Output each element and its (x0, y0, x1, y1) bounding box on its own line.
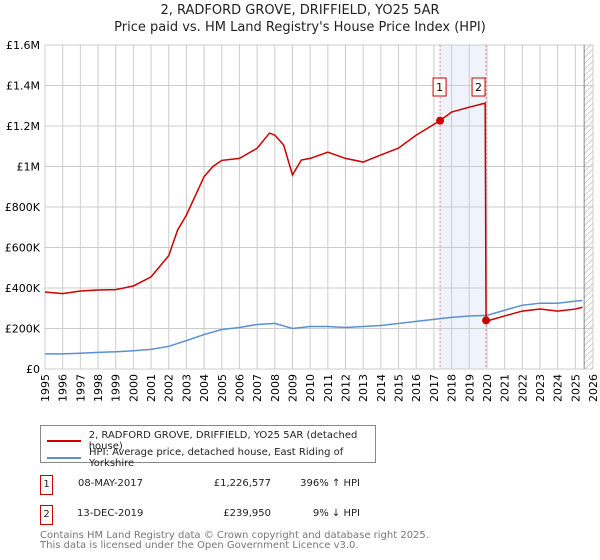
x-tick-label: 2020 (481, 374, 494, 402)
y-tick-label: £1.4M (6, 80, 40, 93)
x-tick-label: 1995 (39, 374, 52, 402)
y-tick-label: £200K (5, 323, 41, 336)
sale-label: 2 (475, 81, 482, 94)
x-tick-label: 2013 (357, 374, 370, 402)
x-tick-label: 2014 (375, 374, 388, 402)
legend-item-hpi: HPI: Average price, detached house, East… (47, 447, 375, 469)
hpi-change: 9% ↓ HPI (312, 508, 360, 519)
x-tick-label: 1997 (74, 374, 87, 402)
x-tick-label: 2015 (393, 374, 406, 402)
x-tick-label: 2007 (251, 374, 264, 402)
x-tick-label: 2018 (446, 374, 459, 402)
y-tick-label: £1.2M (6, 120, 40, 133)
x-tick-label: 2003 (180, 374, 193, 402)
x-tick-label: 2012 (340, 374, 353, 402)
marker-badge: 1 (40, 475, 53, 495)
chart-subtitle: Price paid vs. HM Land Registry's House … (114, 20, 486, 35)
legend-label: HPI: Average price, detached house, East… (89, 447, 344, 469)
x-tick-label: 1998 (92, 374, 105, 402)
legend: 2, RADFORD GROVE, DRIFFIELD, YO25 5AR (d… (40, 425, 376, 469)
x-tick-label: 2019 (463, 374, 476, 402)
footer-line: Contains HM Land Registry data © Crown c… (40, 530, 429, 541)
sale-label-box (432, 77, 447, 97)
x-tick-label: 2016 (410, 374, 423, 402)
y-tick-label: £1M (17, 161, 41, 174)
x-tick-label: 2005 (216, 374, 229, 402)
date: 13-DEC-2019 (77, 508, 144, 519)
marker-badge: 2 (40, 505, 53, 525)
x-tick-label: 2026 (587, 374, 600, 402)
legend-label: 2, RADFORD GROVE, DRIFFIELD, YO25 5AR (d… (88, 430, 358, 452)
x-tick-label: 2010 (304, 374, 317, 402)
price: £239,950 (223, 508, 271, 519)
chart: 1995 1996 1997 1998 1999 2000 2001 2002 2003 2004… (5, 39, 600, 402)
x-tick-label: 2022 (516, 374, 529, 402)
y-tick-label: £1.6M (6, 39, 40, 52)
x-tick-label: 2017 (428, 374, 441, 402)
date: 08-MAY-2017 (78, 478, 144, 489)
x-tick-label: 2024 (552, 374, 565, 402)
x-tick-label: 2011 (322, 374, 335, 402)
x-tick-label: 2021 (499, 374, 512, 402)
sale-point (482, 316, 491, 325)
sale-point (436, 116, 445, 125)
y-tick-label: £400K (5, 282, 41, 295)
sale-label-box (471, 77, 486, 97)
hpi-change: 396% ↑ HPI (300, 478, 360, 489)
x-tick-label: 2025 (569, 374, 582, 402)
x-tick-label: 1999 (110, 374, 123, 402)
x-tick-label: 2004 (198, 374, 211, 402)
x-tick-label: 2008 (269, 374, 282, 402)
x-tick-label: 2002 (163, 374, 176, 402)
chart-title: 2, RADFORD GROVE, DRIFFIELD, YO25 5AR (160, 3, 440, 18)
footer: Contains HM Land Registry data © Crown c… (40, 531, 429, 551)
x-tick-label: 2023 (534, 374, 547, 402)
sale-label: 1 (436, 81, 443, 94)
x-tick-label: 2006 (233, 374, 246, 402)
x-tick-label: 2000 (127, 374, 140, 402)
legend-item-property: 2, RADFORD GROVE, DRIFFIELD, YO25 5AR (d… (47, 430, 375, 452)
y-tick-label: £600K (5, 242, 41, 255)
x-tick-label: 1996 (57, 374, 70, 402)
y-tick-label: £800K (5, 201, 41, 214)
y-tick-label: £0 (26, 363, 40, 376)
footer-line: This data is licensed under the Open Gov… (40, 540, 359, 551)
hpi-line (45, 299, 583, 355)
x-tick-label: 2009 (286, 374, 299, 402)
x-tick-label: 2001 (145, 374, 158, 402)
price: £1,226,577 (213, 478, 271, 489)
